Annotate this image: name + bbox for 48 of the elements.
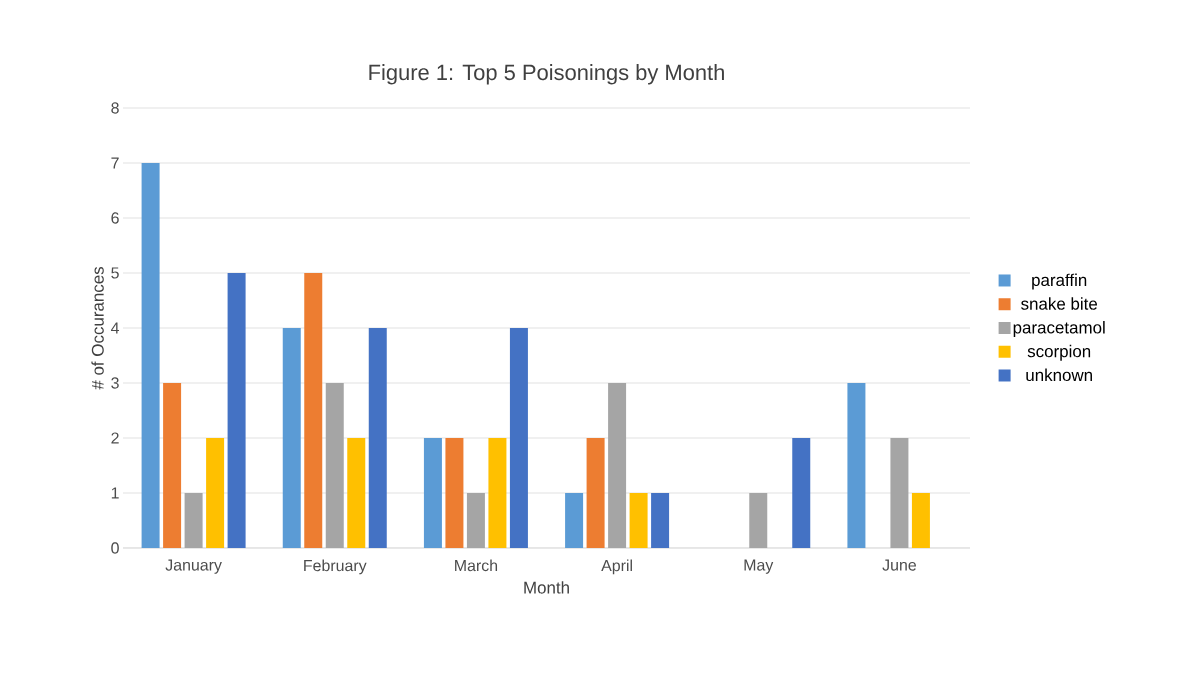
chart-title: Figure 1: Top 5 Poisonings by Month <box>369 64 724 85</box>
y-tick-label: 2 <box>111 432 119 444</box>
legend-label: unknown <box>1026 368 1092 382</box>
y-tick-label: 7 <box>111 157 119 169</box>
bar <box>629 492 648 548</box>
y-axis-title: # of Occurances <box>91 266 104 390</box>
bar <box>488 437 507 548</box>
bar <box>423 437 442 548</box>
y-tick-label: 0 <box>111 542 119 554</box>
bar <box>792 437 811 548</box>
bar <box>282 327 301 548</box>
bar <box>347 437 366 548</box>
bar <box>847 382 866 548</box>
x-tick-label: January <box>165 559 222 574</box>
bar <box>608 382 627 548</box>
bar <box>141 162 160 548</box>
x-tick-label: March <box>455 559 498 572</box>
bar <box>586 437 605 548</box>
bar <box>163 382 182 548</box>
bar <box>304 272 323 548</box>
bar <box>565 492 584 548</box>
x-tick-label: February <box>304 559 367 575</box>
bar <box>184 492 203 548</box>
legend-label: scorpion <box>1027 344 1091 361</box>
bar <box>749 492 768 548</box>
bar <box>227 272 246 548</box>
bar <box>325 382 344 548</box>
y-tick-label: 5 <box>111 267 119 279</box>
bar <box>206 437 225 548</box>
bar <box>368 327 387 548</box>
bar <box>509 327 528 548</box>
bar <box>890 437 909 548</box>
x-tick-label: May <box>744 559 774 574</box>
legend-label: paraffin <box>1032 273 1087 290</box>
x-tick-label: April <box>601 559 632 575</box>
y-tick-label: 4 <box>110 322 120 334</box>
bar <box>911 492 930 548</box>
x-axis-title: Month <box>524 581 569 594</box>
bar <box>466 492 485 548</box>
bar <box>651 492 670 548</box>
y-tick-label: 3 <box>111 377 119 389</box>
y-tick-label: 1 <box>111 487 119 499</box>
y-tick-label: 8 <box>111 102 119 114</box>
y-tick-label: 6 <box>111 212 119 224</box>
bar <box>445 437 464 548</box>
legend-label: paracetamol <box>1013 321 1105 337</box>
legend-label: snake bite <box>1021 297 1098 310</box>
x-tick-label: June <box>882 559 916 571</box>
